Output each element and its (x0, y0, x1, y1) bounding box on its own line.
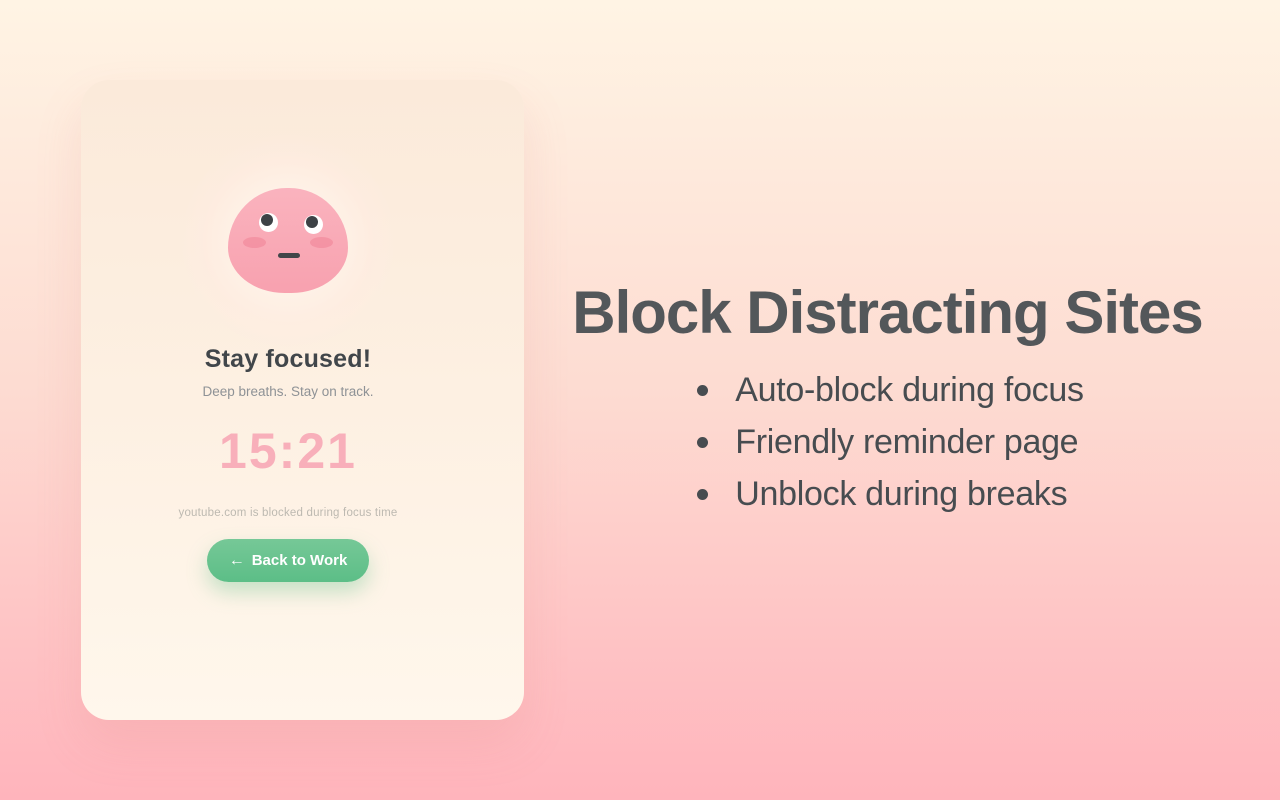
blocked-page-card: Stay focused! Deep breaths. Stay on trac… (81, 80, 524, 720)
back-to-work-label: Back to Work (251, 552, 348, 569)
card-title: Stay focused! (204, 345, 372, 373)
mascot-left-pupil-icon (261, 214, 273, 226)
back-arrow-icon: ← (228, 551, 245, 569)
focus-timer: 15:21 (219, 423, 357, 479)
mascot-right-pupil-icon (306, 216, 318, 228)
promo-heading: Block Distracting Sites (572, 279, 1204, 346)
promo-section: Block Distracting Sites Auto-block durin… (525, 0, 1280, 800)
feature-item-unblock-breaks: Unblock during breaks (691, 468, 1083, 520)
blocked-site-note: youtube.com is blocked during focus time (178, 507, 398, 519)
mascot-face-icon (228, 188, 348, 293)
mascot-left-eye-icon (259, 213, 278, 232)
feature-list: Auto-block during focus Friendly reminde… (691, 364, 1084, 520)
mascot-right-eye-icon (304, 215, 323, 234)
mascot (182, 134, 394, 347)
mascot-mouth-icon (278, 253, 300, 258)
mascot-left-blush-icon (243, 237, 266, 248)
feature-item-auto-block: Auto-block during focus (691, 364, 1084, 416)
mascot-right-blush-icon (310, 237, 333, 248)
feature-item-reminder-page: Friendly reminder page (691, 416, 1083, 468)
card-subtitle: Deep breaths. Stay on track. (202, 384, 374, 399)
back-to-work-button[interactable]: ← Back to Work (207, 539, 369, 582)
